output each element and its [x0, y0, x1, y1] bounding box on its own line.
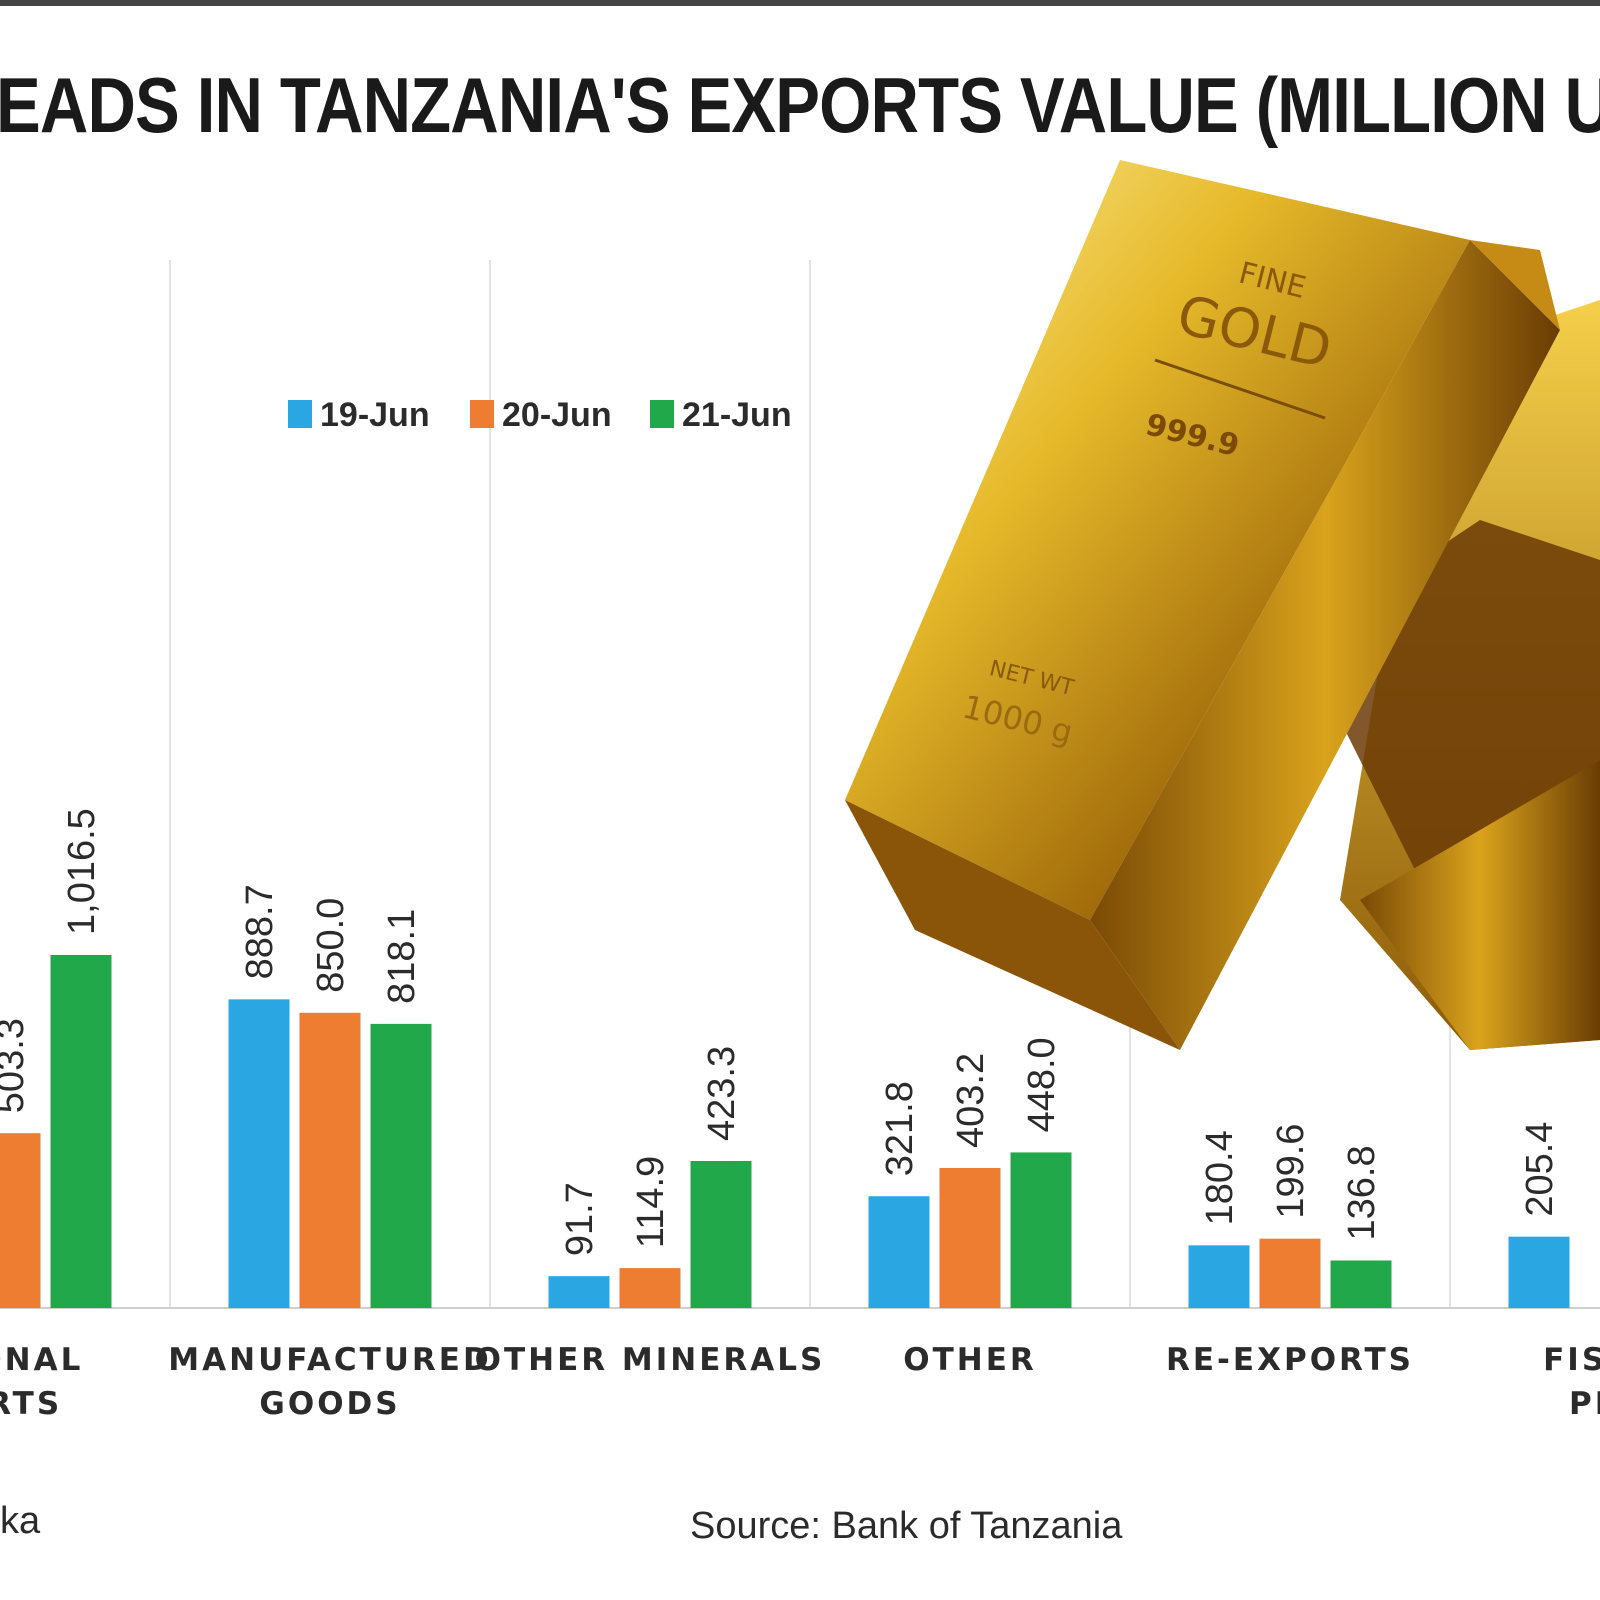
value-label: 199.6	[1270, 1124, 1312, 1219]
value-label: 423.3	[701, 1046, 743, 1141]
value-label: 321.8	[879, 1081, 921, 1176]
value-label: 205.4	[1519, 1122, 1561, 1217]
source-text: Source: Bank of Tanzania	[690, 1505, 1123, 1547]
credit-text: ka	[0, 1500, 41, 1542]
top-border	[0, 0, 1600, 6]
chart-title-container: EADS IN TANZANIA'S EXPORTS VALUE (MILLIO…	[0, 60, 1600, 160]
bar-20-jun	[619, 1268, 681, 1308]
category-label: FISH A	[1543, 1342, 1600, 1378]
bar-21-jun	[1330, 1260, 1392, 1308]
bar-19-jun	[868, 1196, 930, 1308]
bar-21-jun	[690, 1160, 752, 1308]
bar-20-jun	[1259, 1238, 1321, 1308]
bar-21-jun	[370, 1023, 432, 1308]
legend-label: 19-Jun	[320, 396, 430, 434]
legend-label: 21-Jun	[682, 396, 792, 434]
bars-group	[0, 954, 1570, 1308]
legend-label: 20-Jun	[502, 396, 612, 434]
category-label: OTHER	[903, 1342, 1037, 1378]
category-label: RE-EXPORTS	[1166, 1342, 1414, 1378]
bar-21-jun	[50, 954, 112, 1308]
category-labels-group: TIONAL ORTS MANUFACTURED GOODS OTHER MINERAL…	[0, 1342, 1600, 1422]
value-label: 403.2	[950, 1053, 992, 1148]
category-label: MANUFACTURED	[168, 1342, 491, 1378]
value-label: 850.0	[310, 898, 352, 993]
category-label: TIONAL	[0, 1342, 83, 1378]
value-label: 503.3	[0, 1018, 32, 1113]
value-label: 114.9	[630, 1156, 672, 1248]
legend-swatch-19-jun	[288, 400, 312, 428]
value-label: 448.0	[1021, 1037, 1063, 1132]
category-label: GOODS	[259, 1386, 400, 1422]
value-label: 180.4	[1199, 1130, 1241, 1225]
category-label: OTHER MINERALS	[475, 1342, 826, 1378]
category-label: ORTS	[0, 1386, 62, 1422]
legend-swatch-21-jun	[650, 400, 674, 428]
chart-title: EADS IN TANZANIA'S EXPORTS VALUE (MILLIO…	[0, 61, 1600, 149]
value-label: 1,016.5	[61, 808, 103, 935]
bar-20-jun	[299, 1012, 361, 1308]
category-label: PRO	[1569, 1386, 1600, 1422]
bar-19-jun	[548, 1276, 610, 1308]
bar-19-jun	[1188, 1245, 1250, 1308]
bar-20-jun	[939, 1167, 1001, 1308]
bar-20-jun	[0, 1133, 41, 1308]
bar-19-jun	[1508, 1236, 1570, 1308]
value-label: 818.1	[381, 909, 423, 1004]
bar-19-jun	[228, 999, 290, 1308]
value-labels-group: 503.3 1,016.5 888.7 850.0 818.1 91.7 114.9 423.…	[0, 808, 1561, 1256]
value-label: 136.8	[1341, 1145, 1383, 1240]
legend-swatch-20-jun	[470, 400, 494, 428]
legend: 19-Jun 20-Jun 21-Jun	[288, 396, 792, 434]
value-label: 91.7	[559, 1182, 601, 1256]
bar-21-jun	[1010, 1152, 1072, 1308]
value-label: 888.7	[239, 884, 281, 979]
gold-bars-icon: FINE GOLD 999.9 NET WT 1000 g	[845, 160, 1600, 1050]
